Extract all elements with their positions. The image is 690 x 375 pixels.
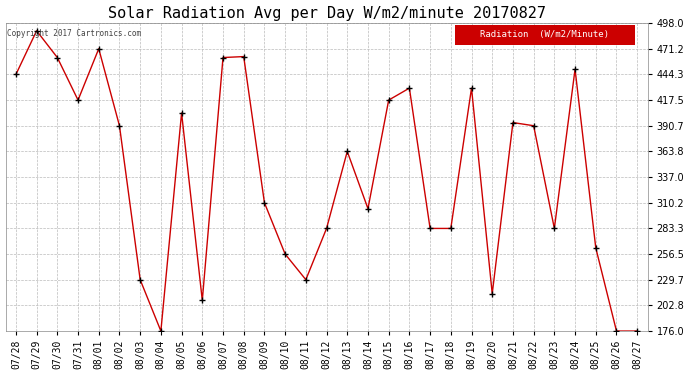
Text: Copyright 2017 Cartronics.com: Copyright 2017 Cartronics.com <box>7 29 141 38</box>
Title: Solar Radiation Avg per Day W/m2/minute 20170827: Solar Radiation Avg per Day W/m2/minute … <box>108 6 546 21</box>
